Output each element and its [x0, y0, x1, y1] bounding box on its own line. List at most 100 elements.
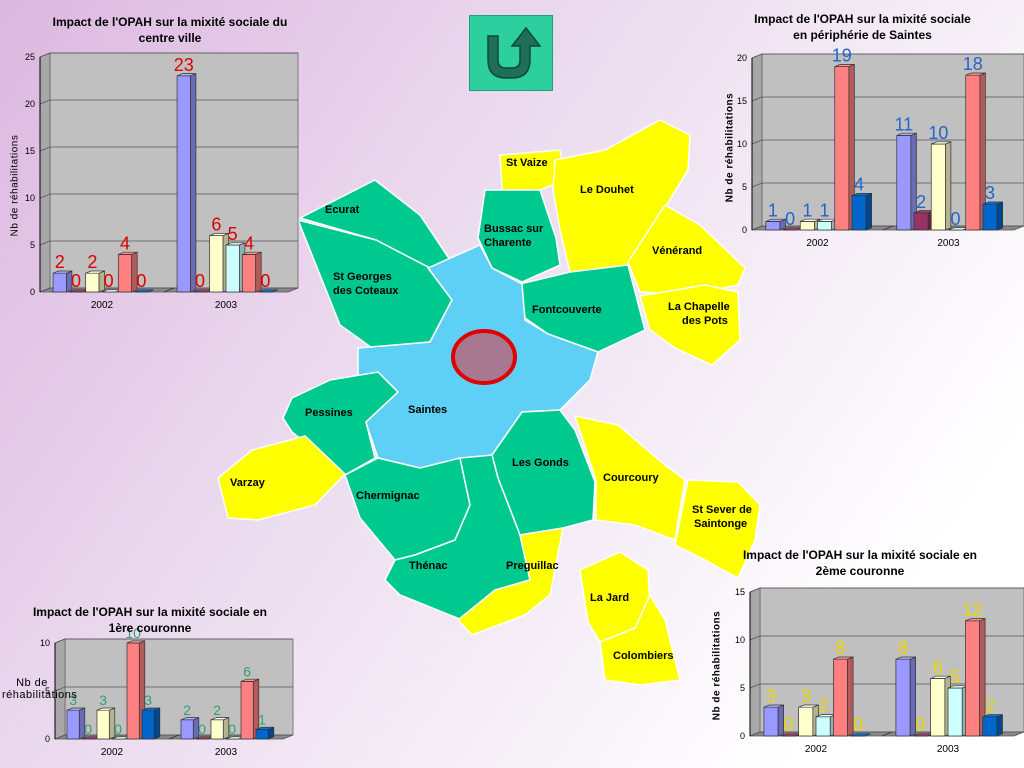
bar	[176, 73, 197, 293]
y-tick-label: 20	[737, 53, 747, 63]
data-label: 0	[114, 721, 122, 737]
chart-peripherie: Impact de l'OPAH sur la mixité sociale e…	[700, 0, 1024, 270]
data-label: 6	[933, 657, 943, 677]
category-label: 2002	[805, 744, 828, 755]
y-tick-label: 5	[740, 683, 745, 693]
data-label: 1	[258, 711, 266, 727]
region-preguillac[interactable]	[456, 527, 564, 636]
bar	[850, 733, 871, 737]
gridline	[39, 146, 298, 152]
bar	[930, 675, 951, 737]
region-thenac[interactable]	[384, 454, 531, 621]
chart-title: Impact de l'OPAH sur la mixité sociale e…	[32, 605, 268, 635]
region-label: Saintes	[408, 404, 447, 416]
chart-2eme-couronne: Impact de l'OPAH sur la mixité sociale e…	[700, 538, 1024, 768]
data-label: 3	[99, 692, 107, 708]
data-label: 5	[228, 224, 238, 244]
data-label: 18	[963, 54, 983, 74]
data-label: 3	[985, 183, 995, 203]
gridline	[54, 638, 293, 644]
region-varzay[interactable]	[217, 435, 347, 521]
chart-ylabel: Nb de réhabilitations	[9, 134, 21, 237]
gridline	[751, 96, 1024, 102]
region-colombiers[interactable]	[599, 593, 681, 686]
data-label: 19	[832, 46, 852, 66]
data-label: 2	[916, 192, 926, 212]
data-label: 0	[195, 271, 205, 291]
data-label: 0	[853, 715, 863, 735]
region-label: La Jard	[590, 592, 629, 604]
region-label: Pessines	[305, 407, 353, 419]
gridline	[751, 139, 1024, 145]
y-tick-label: 15	[25, 146, 35, 156]
data-label: 3	[69, 692, 77, 708]
data-label: 0	[104, 271, 114, 291]
bar	[117, 251, 138, 293]
saintes-centre-marker[interactable]	[451, 329, 517, 385]
data-label: 0	[228, 721, 236, 737]
chart-ylabel: Nb de réhabilitations	[711, 610, 723, 721]
bar	[52, 270, 73, 293]
region-label: Preguillac	[506, 560, 559, 572]
data-label: 1	[802, 200, 812, 220]
data-label: 0	[71, 271, 81, 291]
region-la-chapelle[interactable]	[639, 284, 741, 366]
region-st-sever[interactable]	[674, 479, 761, 580]
y-tick-label: 0	[740, 731, 745, 741]
bar	[798, 704, 819, 737]
region-label: Les Gonds	[512, 457, 569, 469]
bar	[765, 218, 786, 231]
gridline	[54, 686, 293, 692]
y-tick-label: 0	[742, 225, 747, 235]
region-label: Colombiers	[613, 650, 674, 662]
y-tick-label: 10	[25, 193, 35, 203]
region-label: des Coteaux	[333, 285, 399, 297]
chart-title: Impact de l'OPAH sur la mixité sociale d…	[52, 15, 288, 45]
data-label: 3	[766, 686, 776, 706]
region-label: St Georges	[333, 271, 392, 283]
region-fontcouverte[interactable]	[519, 264, 646, 353]
category-label: 2002	[806, 238, 829, 249]
category-label: 2003	[937, 744, 960, 755]
data-label: 11	[895, 114, 914, 134]
region-label: des Pots	[682, 315, 728, 327]
y-tick-label: 5	[30, 240, 35, 250]
data-label: 5	[950, 667, 960, 687]
chart-ylabel: Nb de réhabilitations	[724, 92, 736, 203]
region-pessines[interactable]	[282, 371, 400, 476]
y-tick-label: 10	[735, 635, 745, 645]
data-label: 10	[928, 123, 948, 143]
bar	[141, 707, 161, 740]
chart-side-wall	[749, 587, 761, 737]
y-tick-label: 5	[742, 182, 747, 192]
gridline	[39, 99, 298, 105]
bar	[180, 717, 200, 740]
data-label: 2	[213, 702, 221, 718]
region-label: La Chapelle	[668, 301, 730, 313]
gridline	[39, 52, 298, 58]
return-button[interactable]	[469, 15, 553, 91]
data-label: 0	[915, 715, 925, 735]
region-label: St Vaize	[506, 157, 548, 169]
y-tick-label: 15	[735, 587, 745, 597]
data-label: 8	[898, 638, 908, 658]
category-label: 2003	[937, 238, 960, 249]
region-courcoury[interactable]	[573, 414, 686, 542]
data-label: 0	[198, 721, 206, 737]
bar	[851, 192, 872, 231]
bar	[258, 289, 278, 293]
data-label: 10	[125, 625, 141, 641]
region-label: Vénérand	[652, 245, 702, 257]
bar	[134, 289, 154, 293]
data-label: 8	[835, 638, 845, 658]
y-tick-label: 20	[25, 99, 35, 109]
gridline	[749, 635, 1024, 641]
bar	[815, 714, 837, 737]
gridline	[751, 53, 1024, 59]
region-label: Charente	[484, 237, 532, 249]
region-bussac[interactable]	[477, 189, 561, 283]
